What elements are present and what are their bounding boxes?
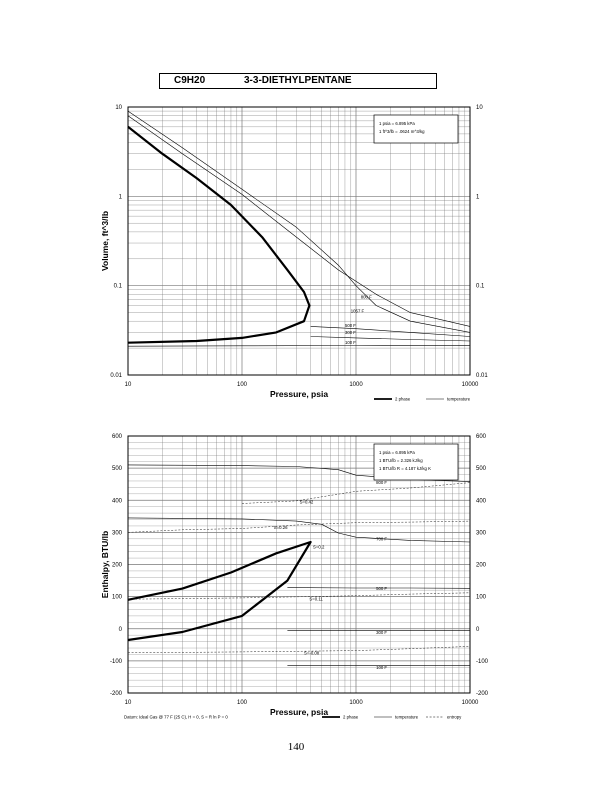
- curve-label: 100 F: [376, 665, 387, 670]
- series-line: [127, 110, 471, 333]
- series-line: [241, 482, 471, 504]
- legend-entry: 2 phase: [343, 715, 359, 720]
- series-line: [310, 336, 471, 342]
- curve-label: 300 F: [345, 330, 356, 335]
- legend-entry: temperature: [395, 715, 419, 720]
- y-tick-label-right: -200: [476, 691, 489, 697]
- y-tick-label: 1: [119, 194, 123, 200]
- series-line: [127, 115, 471, 327]
- curve-label: 100 F: [345, 340, 356, 345]
- conversion-box: [373, 114, 459, 144]
- y-axis-label: Enthalpy, BTU/lb: [100, 531, 110, 598]
- y-axis-label: Volume, ft^3/lb: [100, 211, 110, 271]
- curve-label: 500 F: [376, 586, 387, 591]
- y-tick-label: 400: [112, 498, 123, 504]
- x-tick-label: 1000: [349, 382, 363, 388]
- x-axis-label: Pressure, psia: [270, 389, 328, 399]
- x-tick-label: 100: [237, 382, 248, 388]
- y-tick-label-right: 0: [476, 627, 480, 633]
- plot-frame: [127, 435, 471, 694]
- curve-label: S=0.26: [274, 525, 288, 530]
- series-line: [127, 344, 471, 347]
- x-tick-label: 1000: [349, 700, 363, 706]
- y-tick-label-right: 0.1: [476, 284, 485, 290]
- y-tick-label-right: 0.01: [476, 373, 488, 379]
- y-tick-label-right: 400: [476, 498, 487, 504]
- y-tick-label-right: 10: [476, 105, 483, 111]
- y-tick-label: 300: [112, 530, 123, 536]
- page-number: 140: [287, 741, 305, 753]
- curve-label: S=0.11: [309, 597, 323, 602]
- series-line: [127, 592, 471, 600]
- y-tick-label: 100: [112, 595, 123, 601]
- conversion-text: 1 psia = 6.895 kPa: [379, 121, 415, 126]
- compound-name: 3-3-DIETHYLPENTANE: [244, 75, 352, 86]
- curve-label: S=0.2: [313, 544, 325, 549]
- title-box: C9H20 3-3-DIETHYLPENTANE: [159, 73, 437, 89]
- curve-label: 800 F: [376, 480, 387, 485]
- y-tick-label: 10: [115, 105, 122, 111]
- conversion-text: 1 psia = 6.895 kPa: [379, 450, 415, 455]
- legend-entry: entropy: [447, 715, 462, 720]
- y-tick-label: 0: [119, 627, 123, 633]
- curve-label: 500 F: [345, 323, 356, 328]
- y-tick-label: -200: [110, 691, 123, 697]
- chart-1: 10 100 1000 10000 0.01 0.01 0.1 0.1 1 1 10 10 Pressu…: [100, 105, 488, 402]
- y-tick-label: 0.1: [114, 284, 123, 290]
- series-line: [287, 587, 471, 589]
- series-line: [310, 326, 471, 337]
- plot-frame: [127, 106, 471, 376]
- legend-entry: temperature: [447, 397, 471, 402]
- conversion-text: 1 ft^3/lb = .0624 m^3/kg: [379, 129, 425, 134]
- series-line: [127, 125, 311, 344]
- curve-label: S=0.42: [300, 499, 314, 504]
- y-tick-label: 600: [112, 434, 123, 440]
- y-tick-label-right: 500: [476, 466, 487, 472]
- chart-2: 10 100 1000 10000 -200 -200 -100 -100 0 0 100 100 20…: [100, 434, 489, 720]
- curve-label: 1057 F: [351, 309, 365, 314]
- curve-label: S=-0.08: [304, 650, 320, 655]
- legend-entry: 2 phase: [395, 397, 411, 402]
- y-tick-label: 500: [112, 466, 123, 472]
- grid: [127, 107, 470, 376]
- y-tick-label-right: 100: [476, 595, 487, 601]
- x-tick-label: 10000: [462, 700, 479, 706]
- series-line: [127, 646, 471, 654]
- y-tick-label-right: 300: [476, 530, 487, 536]
- x-tick-label: 100: [237, 700, 248, 706]
- y-tick-label-right: 1: [476, 194, 480, 200]
- chemical-formula: C9H20: [174, 75, 206, 86]
- series-line: [127, 540, 312, 642]
- series-line: [127, 520, 471, 533]
- y-tick-label-right: -100: [476, 659, 489, 665]
- conversion-box: [373, 443, 459, 481]
- curve-label: 800 F: [361, 294, 372, 299]
- y-tick-label: 0.01: [110, 373, 122, 379]
- series-line: [127, 517, 471, 543]
- x-axis-label: Pressure, psia: [270, 707, 328, 717]
- curve-label: 300 F: [376, 630, 387, 635]
- x-tick-label: 10: [125, 382, 132, 388]
- conversion-text: 1 BTU/lb R = 4.187 kJ/kg K: [379, 466, 431, 471]
- x-tick-label: 10000: [462, 382, 479, 388]
- y-tick-label-right: 200: [476, 563, 487, 569]
- y-tick-label: -100: [110, 659, 123, 665]
- y-tick-label-right: 600: [476, 434, 487, 440]
- x-tick-label: 10: [125, 700, 132, 706]
- datum-footnote: Datum: Ideal Gas @ 77 F (25 C), H = 0, S…: [124, 715, 228, 720]
- y-tick-label: 200: [112, 563, 123, 569]
- conversion-text: 1 BTU/lb = 2.326 kJ/kg: [379, 458, 423, 463]
- curve-label: 700 F: [376, 536, 387, 541]
